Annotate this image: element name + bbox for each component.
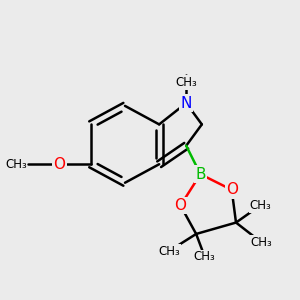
Text: CH₃: CH₃: [175, 76, 197, 89]
Text: CH₃: CH₃: [5, 158, 27, 171]
Text: CH₃: CH₃: [158, 244, 180, 257]
Text: CH₃: CH₃: [194, 250, 216, 263]
Text: CH₃: CH₃: [249, 199, 271, 212]
Text: N: N: [181, 95, 192, 110]
Text: O: O: [226, 182, 238, 197]
Text: CH₃: CH₃: [251, 236, 272, 249]
Text: O: O: [54, 157, 66, 172]
Text: O: O: [175, 198, 187, 213]
Text: B: B: [195, 167, 206, 182]
